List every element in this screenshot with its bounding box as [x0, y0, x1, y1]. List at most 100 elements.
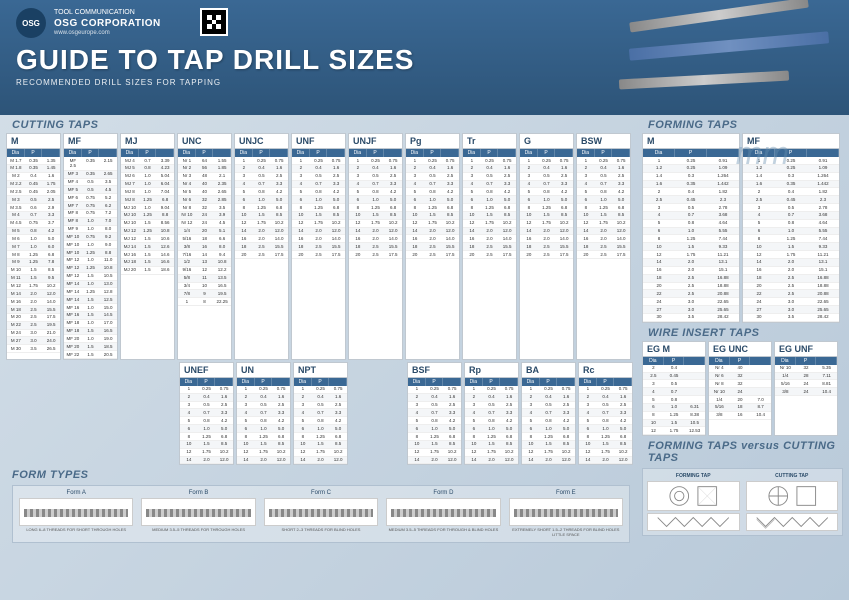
table-row: MF 141.013.0	[64, 281, 117, 289]
table-row: 81.256.8	[237, 433, 290, 441]
table-row: 101.58.5	[465, 441, 518, 449]
table-row: 202.518.88	[643, 283, 739, 291]
table-row: 101.58.5	[522, 441, 575, 449]
table-subhead: DiaP	[121, 149, 174, 157]
table-row: 81.257.44	[643, 235, 739, 243]
table-row: Nr 12244.5	[178, 220, 231, 228]
table-row: 61.05.0	[180, 425, 233, 433]
table-row: MF 40.53.5	[64, 179, 117, 187]
table-row: 121.7510.2	[577, 220, 630, 228]
table-row: 20.41.6	[294, 394, 347, 402]
table-row: 101.58.5	[294, 441, 347, 449]
form-desc: MEDIUM 3.5–5 THREADS FOR THROUGH & BLIND…	[386, 528, 500, 533]
table-row: 1/4287.11	[775, 373, 837, 381]
table-unjc: UNJCDiaP10.250.7520.41.630.52.540.73.350…	[234, 133, 289, 360]
table-row: MF 201.518.5	[64, 343, 117, 351]
table-row: 30.5	[643, 380, 705, 388]
form-desc: LONG 6–8 THREADS FOR SHORT THROUGH HOLES	[19, 528, 133, 533]
table-row: M 273.024.0	[7, 337, 60, 345]
table-row: 40.73.3	[349, 181, 402, 189]
table-head: MJ	[121, 134, 174, 149]
table-row: 10.250.75	[408, 386, 461, 394]
table-row: M 303.526.5	[7, 345, 60, 353]
table-row: 20.41.82	[643, 188, 739, 196]
table-row: 81.258.38	[643, 412, 705, 420]
table-row: 121.7510.2	[463, 220, 516, 228]
table-row: 81.256.8	[235, 204, 288, 212]
table-eg-unc: EG UNCDiaPNr 440Nr 632Nr 832Nr 10241/420…	[708, 341, 772, 437]
table-row: 40.73.3	[522, 409, 575, 417]
table-row: 81.256.8	[522, 433, 575, 441]
table-row: 7/16149.4	[178, 251, 231, 259]
page-title: GUIDE TO TAP DRILL SIZES	[16, 44, 833, 76]
table-row: 142.012.0	[349, 228, 402, 236]
table-head: UN	[237, 363, 290, 378]
form-drill-illustration	[509, 498, 623, 526]
table-row: 101.58.5	[579, 441, 632, 449]
table-row: 61.05.0	[406, 196, 459, 204]
table-rp: RpDiaP10.250.7520.41.630.52.540.73.350.8…	[464, 362, 519, 465]
table-body: 10.250.7520.41.630.52.540.73.350.84.261.…	[294, 386, 347, 464]
table-row: MF 201.019.0	[64, 335, 117, 343]
table-row: 30.52.5	[522, 402, 575, 410]
table-row: 5/16188.7	[709, 404, 771, 412]
table-row: 61.05.0	[579, 425, 632, 433]
table-row: 142.012.0	[579, 457, 632, 465]
table-row: 30.52.78	[743, 204, 839, 212]
table-row: 121.7510.2	[349, 220, 402, 228]
table-row: 20.41.6	[522, 394, 575, 402]
table-row: 101.58.5	[463, 212, 516, 220]
table-body: Nr 1641.55Nr 2561.85Nr 3482.1Nr 4402.35N…	[178, 157, 231, 306]
table-row: 182.516.88	[743, 275, 839, 283]
table-row: 81.256.8	[465, 433, 518, 441]
cutting-tables-row2: UNEFDiaP10.250.7520.41.630.52.540.73.350…	[6, 362, 636, 465]
table-row: 50.84.2	[349, 188, 402, 196]
table-row: 50.84.2	[408, 417, 461, 425]
table-row: 30.52.78	[643, 204, 739, 212]
table-row: 50.84.64	[743, 220, 839, 228]
table-row: 81.256.8	[520, 204, 573, 212]
table-row: 40.7	[643, 388, 705, 396]
table-row: 182.515.5	[520, 243, 573, 251]
table-subhead: DiaP	[349, 149, 402, 157]
table-row: 40.73.3	[237, 409, 290, 417]
table-row: 162.014.0	[235, 235, 288, 243]
table-body: MJ 40.73.39MJ 50.84.23MJ 61.05.04MJ 71.0…	[121, 157, 174, 275]
table-row: MJ 181.516.6	[121, 259, 174, 267]
form-types-section: Form ALONG 6–8 THREADS FOR SHORT THROUGH…	[12, 485, 630, 543]
table-row: 50.84.2	[294, 417, 347, 425]
compare-forming-title: FORMING TAP	[647, 473, 740, 479]
table-row: 202.517.5	[463, 251, 516, 259]
table-row: 121.7510.2	[520, 220, 573, 228]
table-row: MF 161.015.0	[64, 304, 117, 312]
table-row: 121.7512.53	[643, 427, 705, 435]
table-eg-m: EG MDiaP20.42.50.4530.540.750.861.06.318…	[642, 341, 706, 437]
table-subhead: DiaP	[292, 149, 345, 157]
table-row: 121.7510.2	[408, 449, 461, 457]
table-row: MJ 81.07.04	[121, 188, 174, 196]
table-row: 202.518.88	[743, 283, 839, 291]
table-eg-unf: EG UNFDiaPNr 10325.351/4287.115/16248.81…	[774, 341, 838, 437]
table-row: 2.50.45	[643, 373, 705, 381]
table-row: 2.50.452.3	[743, 196, 839, 204]
table-row: 101.58.5	[237, 441, 290, 449]
page-subtitle: RECOMMENDED DRILL SIZES FOR TAPPING	[16, 78, 833, 87]
table-row: MF 181.516.5	[64, 328, 117, 336]
table-row: MF 121.011.0	[64, 257, 117, 265]
table-row: 162.014.0	[406, 235, 459, 243]
table-row: 101.58.5	[408, 441, 461, 449]
table-row: 81.256.8	[408, 433, 461, 441]
table-row: Nr 440	[709, 365, 771, 373]
table-row: MF 60.755.2	[64, 194, 117, 202]
table-row: 40.73.3	[292, 181, 345, 189]
table-body: 10.250.911.20.251.091.40.31.2641.60.351.…	[743, 157, 839, 322]
table-row: 202.517.5	[406, 251, 459, 259]
table-mj: MJDiaPMJ 40.73.39MJ 50.84.23MJ 61.05.04M…	[120, 133, 175, 360]
table-row: Nr 8323.5	[178, 204, 231, 212]
table-row: 3/8168.0	[178, 243, 231, 251]
table-head: NPT	[294, 363, 347, 378]
table-row: 50.8	[643, 396, 705, 404]
table-row: 30.52.5	[406, 173, 459, 181]
table-row: 40.73.3	[294, 409, 347, 417]
table-row: 10.250.75	[406, 157, 459, 165]
